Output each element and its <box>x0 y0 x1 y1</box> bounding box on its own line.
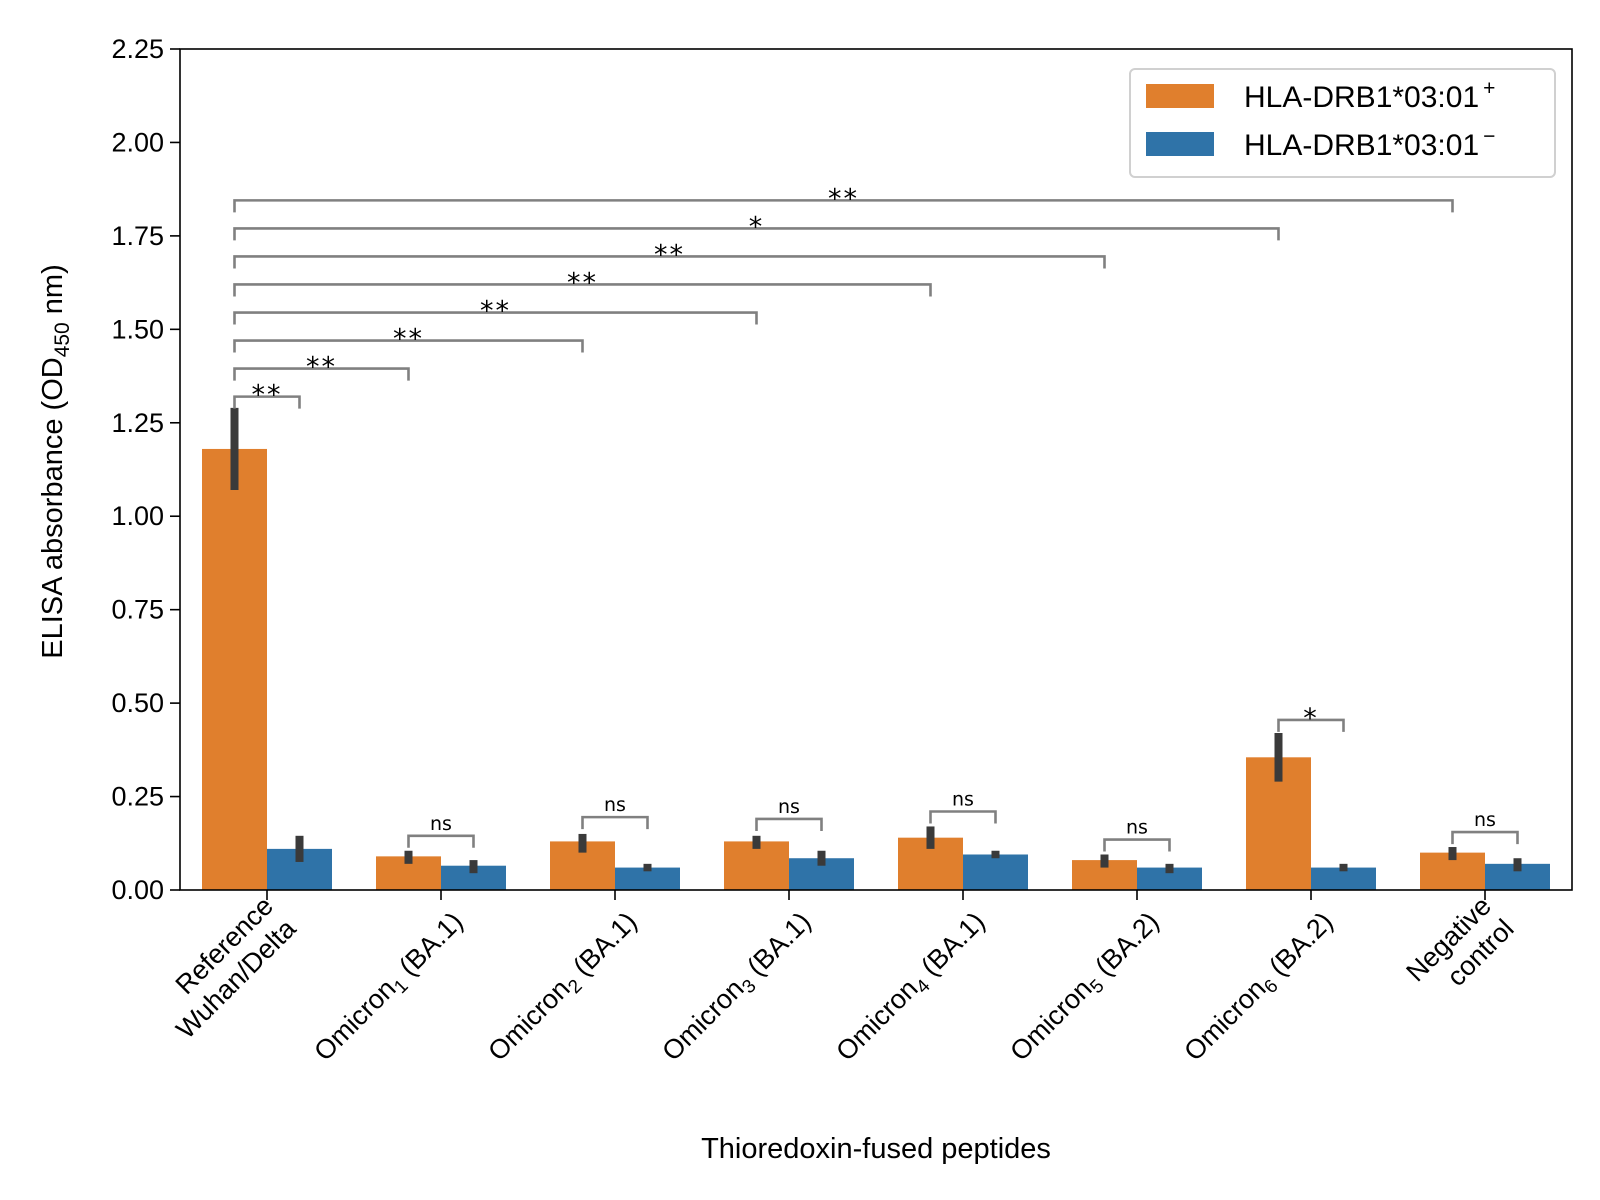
significance-bracket <box>233 311 758 325</box>
significance-bracket <box>755 817 823 831</box>
x-tick-label-text: Omicron2 (BA.1) <box>482 906 646 1070</box>
significance-label: ** <box>393 324 424 355</box>
significance-bracket <box>233 283 932 297</box>
bars <box>202 448 1550 890</box>
x-tick-label-6: Omicron6 (BA.2) <box>1178 906 1342 1070</box>
y-axis-ticks: 0.00 0.25 0.50 0.75 1.00 1.25 1.50 1.75 2.00 2.25 <box>111 34 180 905</box>
y-tick-label: 0.25 <box>111 782 164 812</box>
significance-bracket <box>1451 830 1519 845</box>
y-tick-label: 2.00 <box>111 127 164 157</box>
significance-bracket <box>1103 838 1171 852</box>
y-tick-label: 1.50 <box>111 314 164 344</box>
y-axis-title-suffix: nm) <box>37 264 69 322</box>
y-axis-title-subscript: 450 <box>51 322 74 357</box>
significance-label: ns <box>430 813 452 835</box>
x-tick-label-text: Omicron1 (BA.1) <box>308 906 472 1070</box>
significance-label: ** <box>252 380 283 411</box>
bar-positive-0 <box>202 448 267 890</box>
significance-label: ns <box>604 794 626 816</box>
bar-negative-2 <box>615 867 680 890</box>
significance-bracket <box>233 227 1280 241</box>
significance-label: ** <box>306 352 337 383</box>
significance-label: * <box>1303 703 1319 734</box>
significance-bracket <box>407 834 475 848</box>
significance-label: ns <box>778 796 800 818</box>
y-tick-label: 0.00 <box>111 875 164 905</box>
x-tick-label-text: Omicron5 (BA.2) <box>1004 906 1168 1070</box>
y-axis-title-main: ELISA absorbance (OD <box>37 357 69 658</box>
x-tick-label-text: Omicron3 (BA.1) <box>656 906 820 1070</box>
significance-label: ns <box>952 789 974 811</box>
significance-bracket <box>233 367 410 381</box>
significance-bracket <box>233 199 1454 213</box>
significance-bracket <box>233 255 1106 269</box>
y-tick-label: 2.25 <box>111 34 164 64</box>
x-tick-label-4: Omicron4 (BA.1) <box>830 906 994 1070</box>
significance-label: ** <box>654 239 685 270</box>
x-tick-label-2: Omicron2 (BA.1) <box>482 906 646 1070</box>
significance-label: ** <box>567 267 598 298</box>
significance-bracket <box>233 339 584 353</box>
x-axis-title: Thioredoxin-fused peptides <box>701 1133 1051 1165</box>
significance-bracket <box>581 815 649 830</box>
plot-frame <box>179 48 1573 891</box>
y-tick-label: 1.00 <box>111 501 164 531</box>
significance-label: ns <box>1474 809 1496 831</box>
significance-bracket <box>1277 718 1345 732</box>
x-tick-label-1: Omicron1 (BA.1) <box>308 906 472 1070</box>
significance-label: * <box>749 211 765 242</box>
significance-bracket <box>233 395 301 409</box>
x-tick-label-text: Omicron6 (BA.2) <box>1178 906 1342 1070</box>
x-tick-label-5: Omicron5 (BA.2) <box>1004 906 1168 1070</box>
bar-positive-3 <box>724 841 789 890</box>
legend-swatch <box>1146 84 1214 108</box>
legend: HLA-DRB1*03:01 + HLA-DRB1*03:01− <box>1129 68 1556 178</box>
x-tick-label-text: Omicron4 (BA.1) <box>830 906 994 1070</box>
x-tick-label-3: Omicron3 (BA.1) <box>656 906 820 1070</box>
bar-negative-4 <box>963 854 1028 890</box>
y-tick-label: 0.50 <box>111 688 164 718</box>
bar-negative-5 <box>1137 867 1202 890</box>
y-axis-title: ELISA absorbance (OD450 nm) <box>37 264 74 659</box>
bar-negative-6 <box>1311 867 1376 890</box>
significance-label: ns <box>1126 817 1148 839</box>
legend-swatch <box>1146 132 1214 156</box>
legend-label: HLA-DRB1*03:01− <box>1244 125 1495 162</box>
significance-bracket <box>929 810 997 824</box>
y-tick-label: 0.75 <box>111 595 164 625</box>
legend-box <box>1129 68 1556 178</box>
y-tick-label: 1.75 <box>111 221 164 251</box>
legend-label: HLA-DRB1*03:01 + <box>1244 77 1495 114</box>
significance-label: ** <box>828 183 859 214</box>
significance-label: ** <box>480 296 511 327</box>
y-tick-label: 1.25 <box>111 408 164 438</box>
error-bars <box>230 407 1522 874</box>
